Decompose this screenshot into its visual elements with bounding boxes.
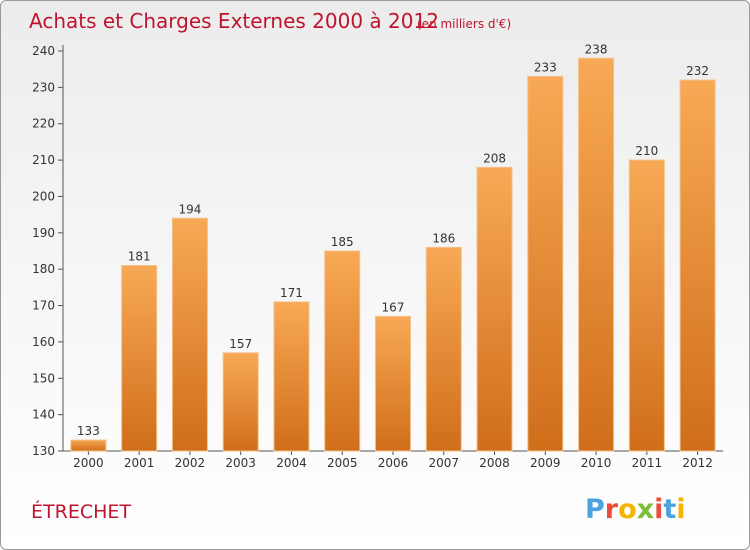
x-tick-label: 2004 [276, 456, 307, 470]
bar [476, 166, 513, 452]
x-tick-label: 2009 [530, 456, 561, 470]
value-labels-group: 133 181 194 157 171 185 167 186 208 233 238 210 232 [77, 42, 709, 438]
y-tick-label: 200 [32, 189, 55, 203]
y-tick-label: 190 [32, 226, 55, 240]
bar [171, 217, 208, 452]
value-label: 194 [178, 202, 201, 216]
y-tick-label: 210 [32, 153, 55, 167]
value-label: 210 [635, 144, 658, 158]
value-label: 157 [229, 337, 252, 351]
x-tick-label: 2000 [73, 456, 104, 470]
bar [324, 250, 361, 452]
y-tick-label: 140 [32, 408, 55, 422]
y-tick-label: 150 [32, 371, 55, 385]
bar [70, 439, 107, 452]
x-tick-label: 2007 [428, 456, 459, 470]
bar [679, 79, 716, 452]
value-label: 186 [432, 231, 455, 245]
bar [375, 315, 411, 452]
bar [578, 57, 615, 452]
y-tick-label: 240 [32, 44, 55, 58]
value-label: 232 [686, 64, 709, 78]
value-label: 238 [585, 42, 608, 56]
value-label: 185 [331, 235, 354, 249]
x-tick-label: 2001 [124, 456, 155, 470]
bars-group [70, 57, 716, 452]
x-tick-label: 2002 [175, 456, 206, 470]
value-label: 133 [77, 424, 100, 438]
x-tick-label: 2006 [378, 456, 409, 470]
commune-name: ÉTRECHET [31, 500, 131, 523]
logo-letter: P [585, 494, 605, 525]
logo-letter: x [637, 494, 654, 525]
chart-title: Achats et Charges Externes 2000 à 2012 [29, 9, 439, 33]
chart-subtitle: (en milliers d'€) [417, 17, 511, 31]
x-tick-label: 2008 [479, 456, 510, 470]
value-label: 171 [280, 286, 303, 300]
logo-letter: r [605, 494, 619, 525]
logo-letter: o [618, 494, 637, 525]
proxiti-logo: Proxiti [585, 494, 686, 525]
logo-letter: i [676, 494, 685, 525]
x-tick-label: 2011 [632, 456, 663, 470]
x-tick-label: 2005 [327, 456, 358, 470]
value-label: 181 [128, 250, 151, 264]
y-tick-labels-group: 130 140 150 160 170 180 190 200 210 220 230 240 [32, 44, 55, 458]
y-tick-label: 130 [32, 444, 55, 458]
value-label: 208 [483, 151, 506, 165]
y-tick-label: 180 [32, 262, 55, 276]
bar [628, 159, 665, 452]
logo-letter: t [663, 494, 676, 525]
x-tick-labels-group: 2000 2001 2002 2003 2004 2005 2006 2007 2008 2009… [73, 456, 713, 470]
x-tick-label: 2003 [225, 456, 256, 470]
value-label: 167 [382, 300, 405, 314]
y-tick-label: 160 [32, 335, 55, 349]
bar [527, 75, 564, 452]
bar [425, 246, 462, 452]
bar [222, 352, 259, 452]
bar [121, 265, 158, 452]
y-tick-label: 170 [32, 299, 55, 313]
y-tick-label: 220 [32, 117, 55, 131]
bar [273, 301, 310, 452]
logo-letter: i [654, 494, 663, 525]
x-tick-label: 2012 [682, 456, 713, 470]
y-tick-label: 230 [32, 80, 55, 94]
x-tick-label: 2010 [581, 456, 612, 470]
value-label: 233 [534, 60, 557, 74]
